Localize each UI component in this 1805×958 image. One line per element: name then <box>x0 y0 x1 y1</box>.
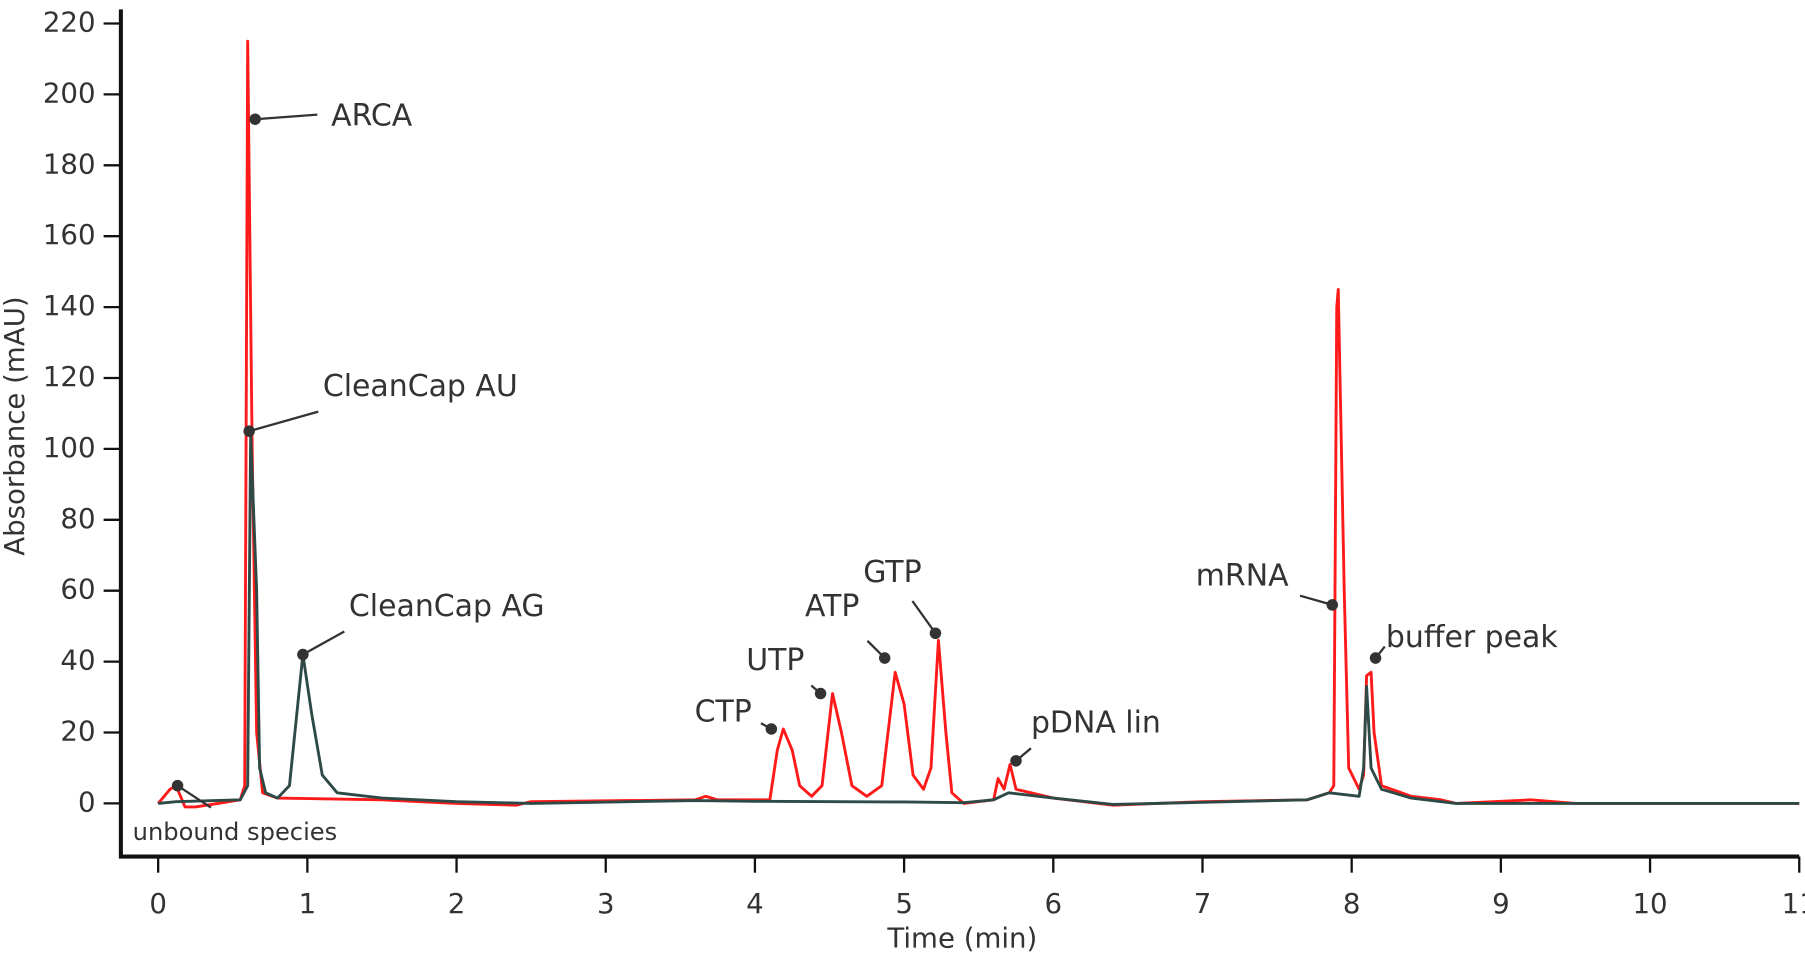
x-tick-label: 1 <box>299 887 317 920</box>
annotation-dot <box>814 687 827 700</box>
series-line <box>157 39 1800 809</box>
x-tick-label: 5 <box>895 887 913 920</box>
annotation-dot <box>243 425 255 437</box>
annotation-label: pDNA lin <box>1031 706 1161 741</box>
x-tick-label: 2 <box>448 887 466 920</box>
annotation-label: GTP <box>863 555 921 590</box>
annotation-label: buffer peak <box>1386 620 1558 655</box>
y-tick-label: 100 <box>43 431 96 464</box>
annotation-leader <box>302 630 345 656</box>
annotation-label: mRNA <box>1196 559 1289 594</box>
x-axis-title: Time (min) <box>886 921 1037 954</box>
annotation-label: CleanCap AU <box>323 369 518 404</box>
y-tick-label: 20 <box>60 715 95 748</box>
x-tick-label: 8 <box>1343 887 1361 920</box>
annotation-label: ARCA <box>331 98 413 133</box>
y-tick-label: 160 <box>43 218 96 251</box>
annotation-dot <box>1010 755 1022 767</box>
annotation-dot <box>297 648 309 661</box>
x-tick-label: 10 <box>1632 887 1667 920</box>
y-tick-label: 120 <box>43 360 96 393</box>
y-tick-label: 220 <box>43 6 96 39</box>
y-tick-label: 140 <box>43 289 96 322</box>
annotation-dot <box>1369 652 1382 664</box>
annotation-dot <box>249 113 261 125</box>
annotation-label: CTP <box>695 694 752 729</box>
annotation-label: ATP <box>805 589 859 624</box>
annotation-dot <box>929 627 942 639</box>
annotation-leader <box>176 784 212 809</box>
x-tick-label: 9 <box>1492 887 1510 920</box>
annotation-label: UTP <box>746 643 804 678</box>
x-tick-label: 4 <box>746 887 764 920</box>
y-axis-title: Absorbance (mAU) <box>0 296 31 555</box>
y-tick-label: 0 <box>78 785 96 818</box>
annotation-label: CleanCap AG <box>349 589 545 624</box>
series-line <box>158 433 1800 806</box>
annotation-label: unbound species <box>133 818 338 846</box>
annotation-leader <box>255 113 318 121</box>
y-tick-label: 40 <box>60 644 95 677</box>
y-tick-label: 60 <box>60 573 95 606</box>
y-tick-label: 200 <box>43 76 96 109</box>
x-tick-label: 3 <box>597 887 615 920</box>
annotation-dot <box>765 723 778 735</box>
y-tick-label: 180 <box>43 147 96 180</box>
annotation-dot <box>878 652 891 664</box>
annotation-leader <box>911 600 937 634</box>
x-tick-label: 0 <box>149 887 167 920</box>
annotation-dot <box>1326 599 1339 611</box>
x-tick-label: 7 <box>1194 887 1212 920</box>
axis-line <box>118 9 1800 859</box>
y-tick-label: 80 <box>60 502 95 535</box>
annotation-leader <box>248 410 319 433</box>
x-tick-label: 11 <box>1782 887 1805 920</box>
x-tick-label: 6 <box>1045 887 1063 920</box>
annotation-dot <box>171 779 184 792</box>
